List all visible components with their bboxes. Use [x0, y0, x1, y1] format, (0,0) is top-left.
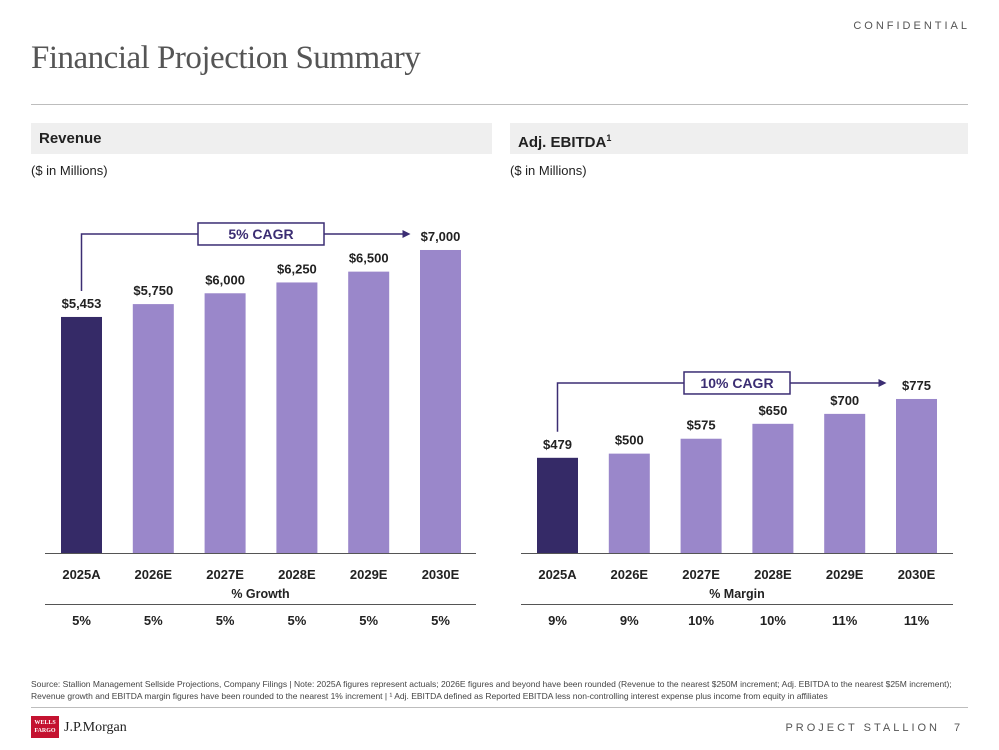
ebitda-panel-header: Adj. EBITDA1 — [510, 123, 968, 154]
bar-2030E — [420, 249, 461, 553]
x-tick-2027E: 2027E — [682, 567, 720, 582]
ebitda-units-label: ($ in Millions) — [510, 163, 587, 178]
data-label-2029E: $700 — [830, 393, 859, 408]
x-tick-2028E: 2028E — [754, 567, 792, 582]
title-divider — [31, 104, 968, 105]
page-number: 7 — [954, 722, 961, 734]
metric-value-2026E: 9% — [620, 613, 639, 628]
source-footnote: Source: Stallion Management Sellside Pro… — [31, 679, 952, 701]
data-label-2028E: $6,250 — [277, 261, 317, 276]
metric-value-2028E: 10% — [760, 613, 786, 628]
data-label-2026E: $500 — [615, 433, 644, 448]
data-label-2030E: $775 — [902, 378, 931, 393]
metric-value-2030E: 5% — [431, 613, 450, 628]
bar-2027E — [680, 438, 722, 553]
metric-value-2029E: 11% — [832, 613, 858, 628]
bar-2029E — [824, 413, 866, 553]
x-tick-2029E: 2029E — [350, 567, 388, 582]
metric-value-2030E: 11% — [904, 613, 930, 628]
jpmorgan-logo: J.P.Morgan — [64, 720, 127, 735]
metric-row-label: % Growth — [231, 587, 289, 601]
x-tick-2026E: 2026E — [135, 567, 173, 582]
bar-2026E — [608, 453, 650, 553]
cagr-label: 10% CAGR — [700, 375, 773, 391]
wells-fargo-logo: WELLS FARGO — [31, 716, 59, 738]
bar-2030E — [896, 398, 937, 553]
x-tick-2028E: 2028E — [278, 567, 316, 582]
cagr-arrowhead — [878, 378, 887, 387]
cagr-arrowhead — [402, 229, 411, 238]
cagr-label: 5% CAGR — [228, 226, 293, 242]
x-tick-2030E: 2030E — [422, 567, 460, 582]
bar-2025A — [61, 316, 102, 553]
bar-2028E — [752, 423, 794, 553]
data-label-2026E: $5,750 — [133, 283, 173, 298]
x-tick-2029E: 2029E — [826, 567, 864, 582]
cagr-box — [683, 371, 791, 395]
x-tick-2025A: 2025A — [62, 567, 101, 582]
data-label-2025A: $5,453 — [62, 296, 102, 311]
metric-value-2026E: 5% — [144, 613, 163, 628]
bar-2025A — [537, 457, 578, 553]
metric-value-2027E: 5% — [216, 613, 235, 628]
bar-2029E — [348, 271, 390, 553]
bar-2026E — [132, 304, 174, 553]
ebitda-footnote-marker: 1 — [606, 133, 612, 143]
revenue-panel-header: Revenue — [31, 123, 492, 154]
metric-row-label: % Margin — [709, 587, 765, 601]
bar-2027E — [204, 293, 246, 553]
bar-2028E — [276, 282, 318, 553]
metric-value-2027E: 10% — [688, 613, 714, 628]
revenue-panel-title: Revenue — [39, 130, 102, 147]
page-title: Financial Projection Summary — [31, 40, 421, 76]
metric-value-2028E: 5% — [288, 613, 307, 628]
x-tick-2025A: 2025A — [538, 567, 577, 582]
data-label-2028E: $650 — [758, 403, 787, 418]
ebitda-panel-title: Adj. EBITDA — [518, 134, 607, 151]
data-label-2030E: $7,000 — [421, 229, 461, 244]
x-tick-2026E: 2026E — [611, 567, 649, 582]
data-label-2025A: $479 — [543, 437, 572, 452]
metric-value-2029E: 5% — [359, 613, 378, 628]
data-label-2027E: $575 — [687, 418, 716, 433]
cagr-box — [197, 222, 325, 246]
metric-value-2025A: 5% — [72, 613, 91, 628]
metric-value-2025A: 9% — [548, 613, 567, 628]
project-name: PROJECT STALLION — [785, 722, 940, 734]
data-label-2027E: $6,000 — [205, 272, 245, 287]
x-tick-2027E: 2027E — [206, 567, 244, 582]
confidential-label: CONFIDENTIAL — [853, 20, 970, 32]
revenue-units-label: ($ in Millions) — [31, 163, 108, 178]
footer-divider — [31, 707, 968, 708]
x-tick-2030E: 2030E — [898, 567, 936, 582]
data-label-2029E: $6,500 — [349, 251, 389, 266]
